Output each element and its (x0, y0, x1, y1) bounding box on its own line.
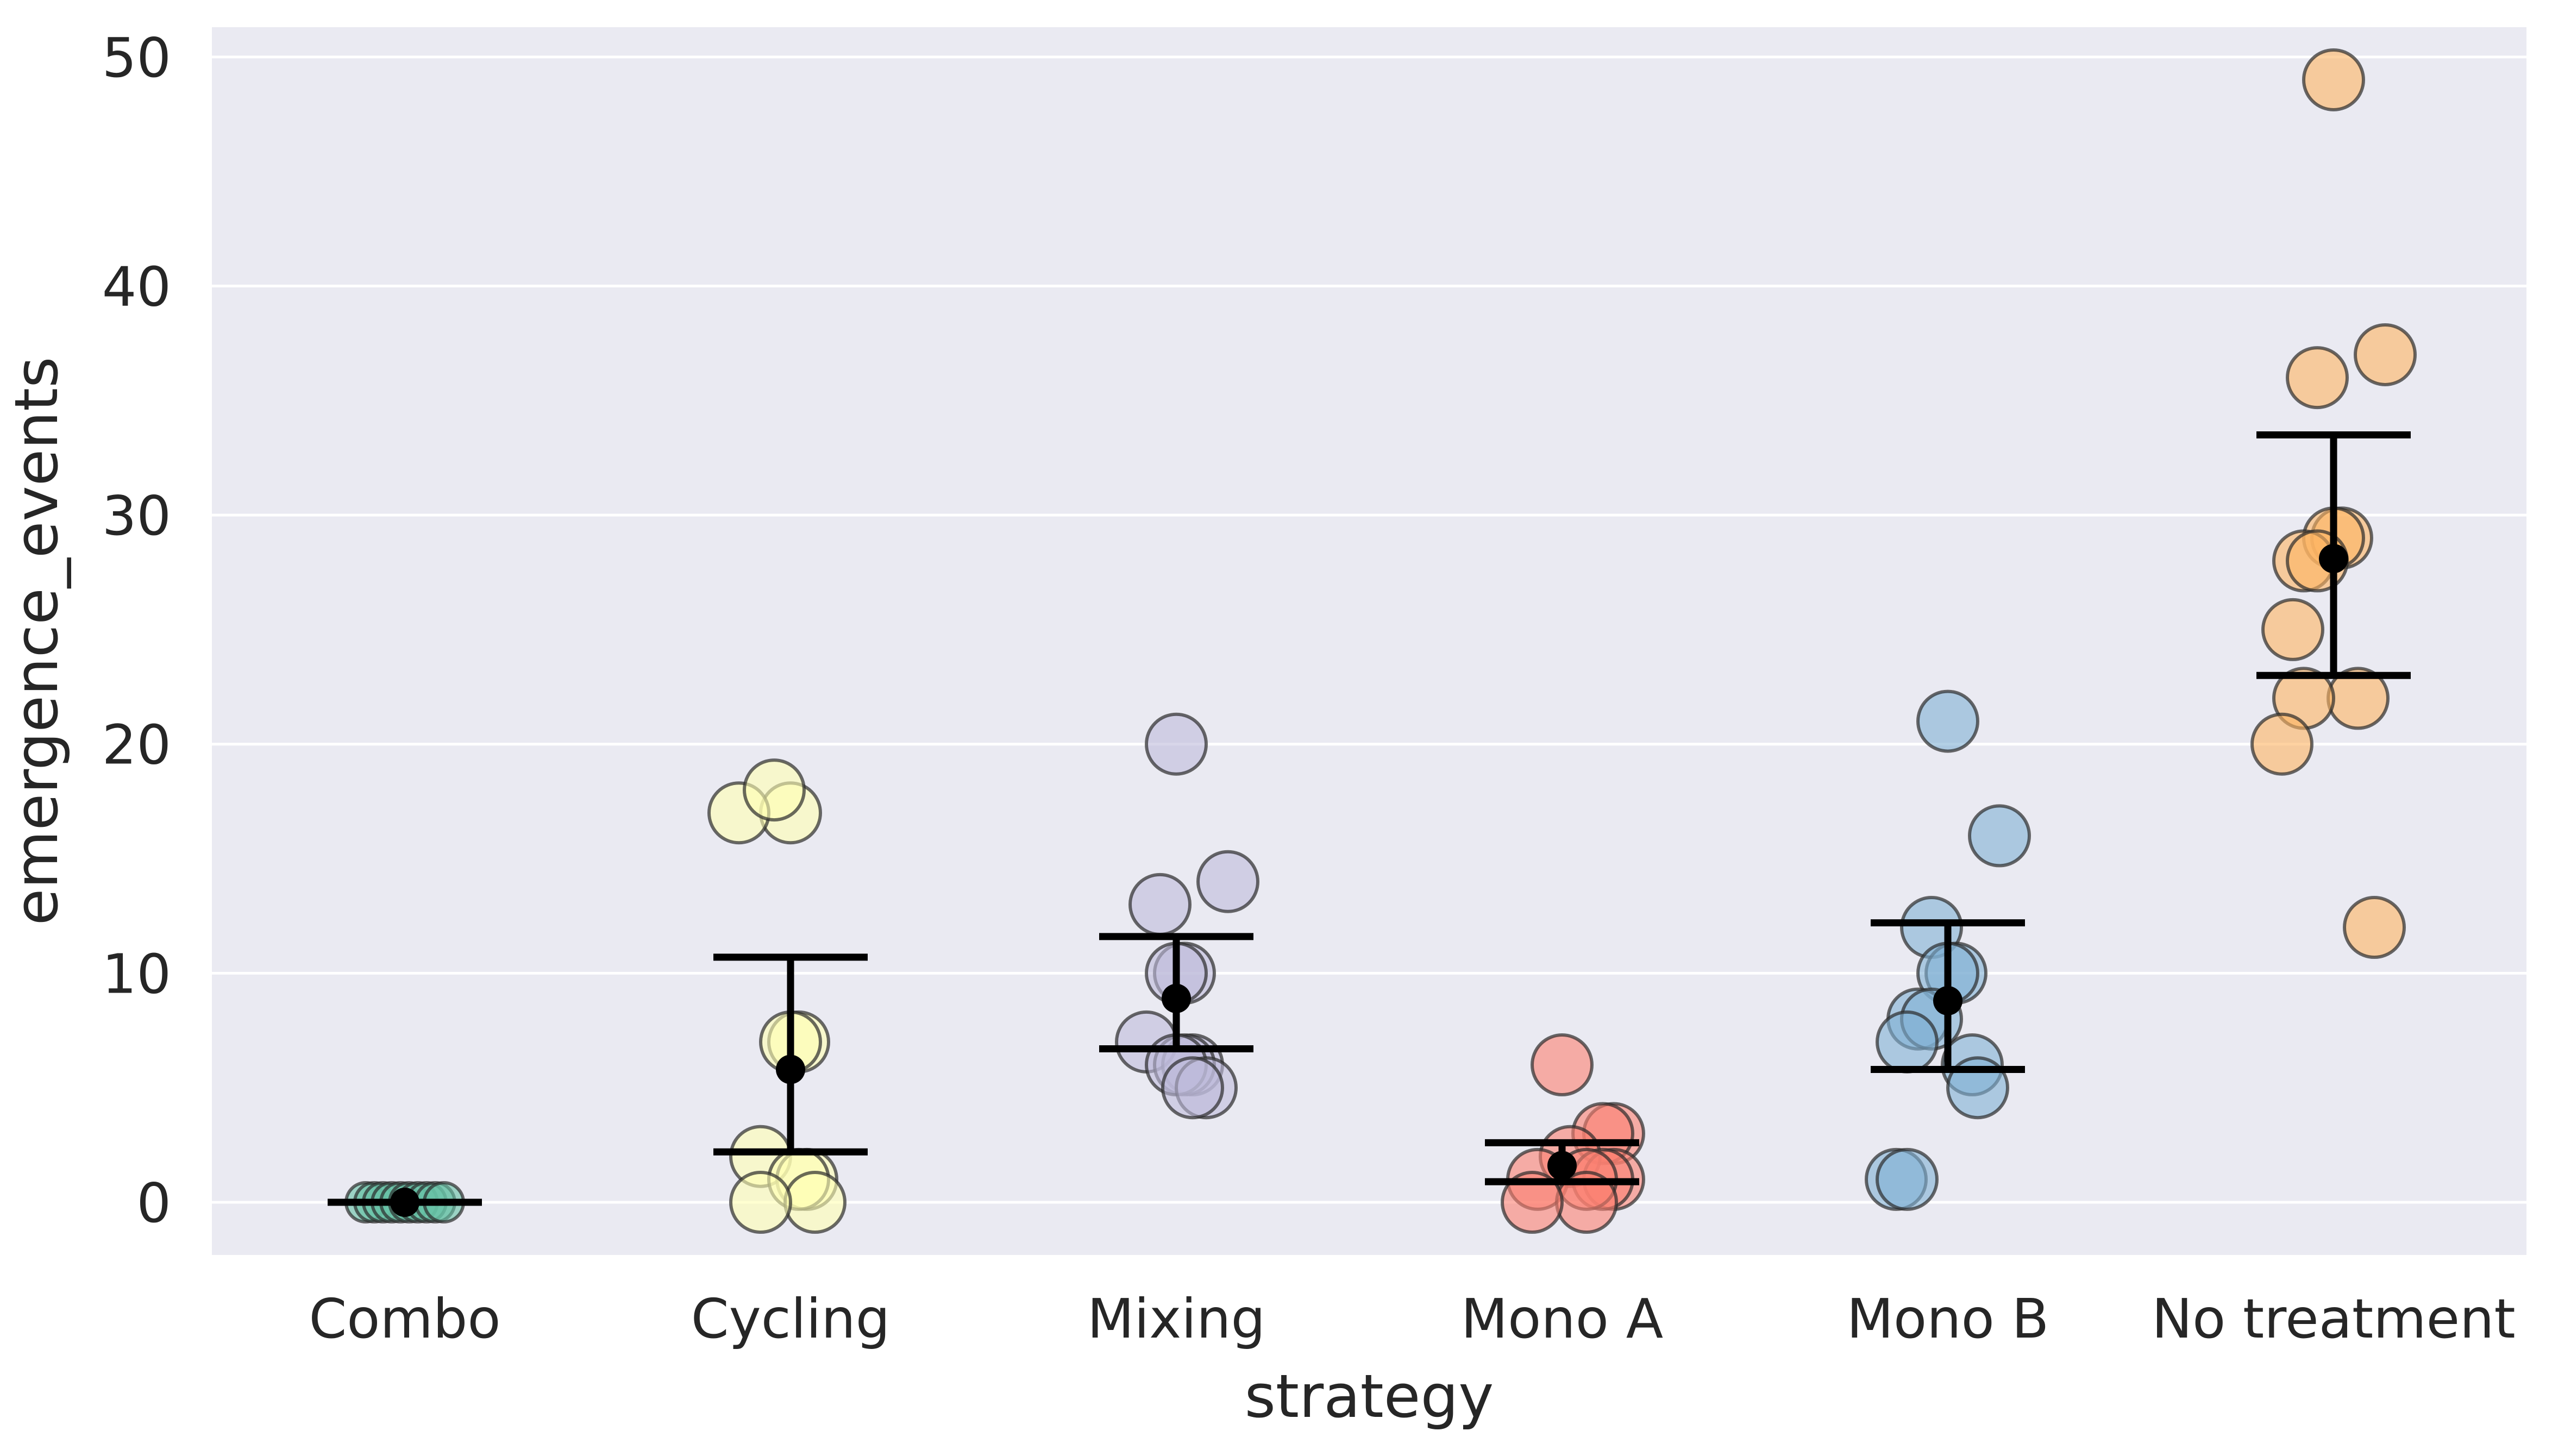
y-tick-label: 30 (102, 484, 171, 548)
data-point (1916, 689, 1979, 753)
grid-lines (212, 55, 2526, 1204)
data-point (2261, 598, 2324, 661)
x-tick-label: Combo (309, 1287, 500, 1351)
mean-marker (776, 1055, 805, 1084)
mean-marker (1162, 983, 1191, 1013)
data-point (1876, 1010, 1939, 1074)
data-point (2354, 323, 2417, 386)
data-point (1876, 1147, 1939, 1211)
data-point (1968, 804, 2031, 868)
x-axis-title: strategy (1245, 1361, 1494, 1431)
data-point (1161, 1056, 1224, 1120)
y-tick-label: 0 (136, 1171, 171, 1235)
mean-marker (390, 1188, 419, 1217)
y-tick-label: 40 (102, 255, 171, 318)
data-point (1501, 1171, 1564, 1234)
x-tick-label: Mono A (1461, 1287, 1663, 1351)
y-axis-title: emergence_events (2, 357, 71, 926)
y-tick-label: 10 (102, 942, 171, 1006)
mean-marker (1933, 986, 1962, 1015)
plot-background (212, 27, 2526, 1255)
x-tick-label: Cycling (691, 1287, 890, 1351)
data-point (743, 758, 806, 822)
x-tick-label: Mono B (1847, 1287, 2049, 1351)
data-point (1196, 850, 1259, 913)
error-bars (328, 431, 2411, 1217)
data-point (2250, 712, 2313, 776)
data-point (2302, 48, 2365, 111)
data-point (1128, 873, 1192, 936)
x-tick-label: Mixing (1087, 1287, 1265, 1351)
mean-marker (2319, 544, 2348, 574)
mean-marker (1547, 1151, 1577, 1181)
data-point (2343, 896, 2406, 959)
y-tick-label: 20 (102, 713, 171, 777)
y-tick-labels: 0 10 20 30 40 50 (102, 26, 171, 1235)
data-point (783, 1171, 847, 1234)
x-tick-labels: Combo Cycling Mixing Mono A Mono B No treatme… (309, 1287, 2515, 1351)
data-point (1531, 1033, 1594, 1097)
data-point (1145, 712, 1208, 776)
y-tick-label: 50 (102, 26, 171, 90)
x-tick-label: No treatment (2152, 1287, 2515, 1351)
data-point (2286, 346, 2349, 410)
data-point (729, 1171, 792, 1234)
